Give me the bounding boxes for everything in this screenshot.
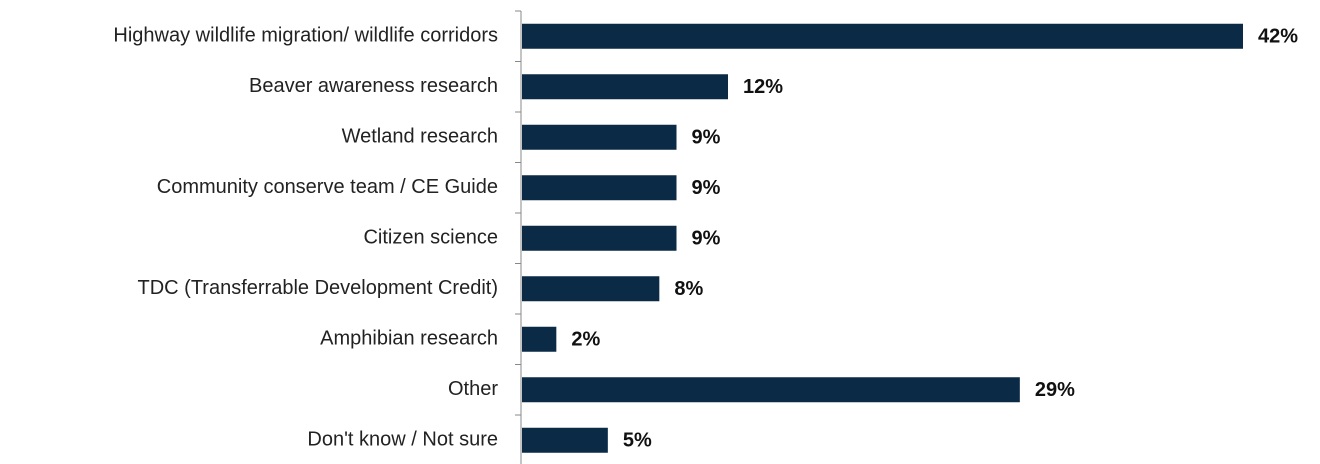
value-label: 9% [692,177,721,199]
category-label: Highway wildlife migration/ wildlife cor… [113,25,498,47]
bar [522,175,677,201]
category-label: TDC (Transferrable Development Credit) [138,277,498,299]
bar [522,23,1243,49]
category-label: Wetland research [342,126,498,148]
category-label: Community conserve team / CE Guide [157,176,498,198]
value-label: 9% [692,127,721,149]
bar [522,326,557,352]
bar [522,225,677,251]
value-label: 12% [743,76,783,98]
category-label: Other [448,378,498,400]
value-label: 42% [1258,26,1298,48]
category-label: Beaver awareness research [249,75,498,97]
value-label: 8% [674,278,703,300]
category-label: Amphibian research [320,328,498,350]
category-label: Citizen science [363,227,498,249]
value-label: 5% [623,430,652,452]
bar [522,427,608,453]
bar [522,377,1020,403]
value-label: 29% [1035,379,1075,401]
value-label: 9% [692,228,721,250]
value-label: 2% [571,329,600,351]
category-label: Don't know / Not sure [307,429,498,451]
bar [522,124,677,150]
bar [522,276,660,302]
bar [522,74,728,100]
